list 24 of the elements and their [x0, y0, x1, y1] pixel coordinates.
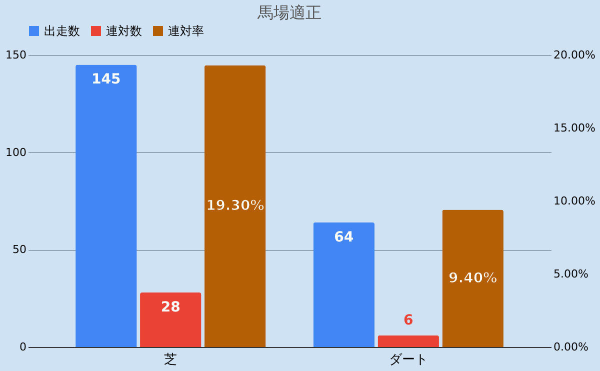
- legend-label: 出走数: [44, 24, 80, 38]
- y-tick-label: 100: [6, 146, 26, 159]
- y-tick-label: 50: [12, 243, 26, 256]
- legend-label: 連対率: [168, 24, 204, 38]
- data-label: 145: [92, 72, 121, 88]
- legend-label: 連対数: [106, 24, 142, 38]
- bar: [378, 335, 439, 347]
- y-tick-label: 0: [20, 340, 26, 354]
- x-tick-label: ダート: [388, 352, 428, 368]
- bar: [313, 222, 375, 347]
- y-tick-label: 150: [6, 48, 26, 62]
- data-label: 64: [334, 229, 354, 246]
- x-tick-label: 芝: [164, 352, 178, 368]
- y2-tick-label: 15.00%: [554, 122, 596, 134]
- chart-title: 馬場適正: [256, 3, 322, 22]
- data-label: 28: [160, 299, 180, 316]
- y2-tick-label: 20.00%: [554, 48, 596, 62]
- bar: [140, 292, 202, 347]
- bar: [76, 64, 137, 347]
- data-label: 19.30%: [206, 198, 264, 214]
- data-label: 6: [403, 312, 414, 328]
- y2-tick-label: 10.00%: [554, 194, 596, 208]
- y2-tick-label: 0.00%: [554, 340, 588, 354]
- y2-tick-label: 5.00%: [554, 268, 588, 280]
